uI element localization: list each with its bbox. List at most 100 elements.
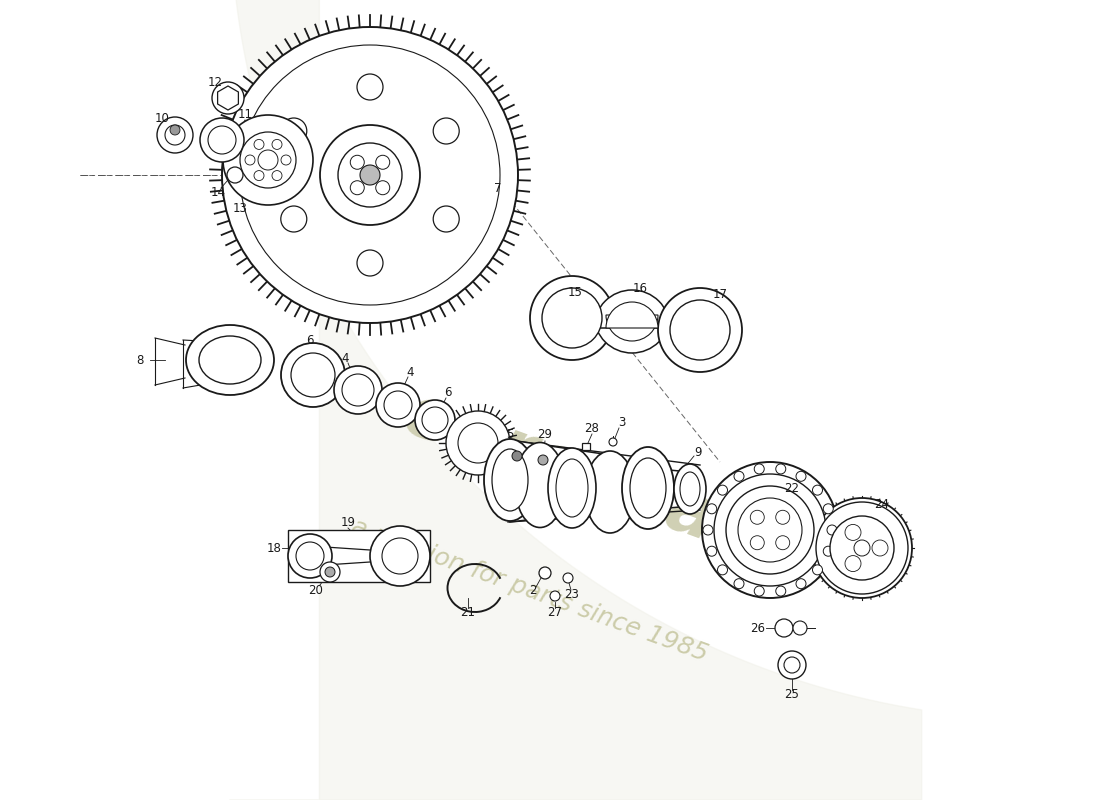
Circle shape xyxy=(714,474,826,586)
Text: 15: 15 xyxy=(568,286,582,298)
Circle shape xyxy=(360,165,379,185)
Text: 14: 14 xyxy=(210,186,225,198)
Circle shape xyxy=(813,565,823,575)
Circle shape xyxy=(376,181,389,194)
Text: 25: 25 xyxy=(784,689,800,702)
Circle shape xyxy=(170,125,180,135)
Circle shape xyxy=(342,374,374,406)
Circle shape xyxy=(296,542,324,570)
Circle shape xyxy=(717,485,727,495)
Circle shape xyxy=(812,498,912,598)
Circle shape xyxy=(816,502,908,594)
Circle shape xyxy=(726,486,814,574)
Circle shape xyxy=(550,591,560,601)
Ellipse shape xyxy=(548,448,596,528)
Polygon shape xyxy=(218,86,239,110)
Text: 24: 24 xyxy=(874,498,890,511)
Text: 29: 29 xyxy=(538,429,552,442)
Circle shape xyxy=(350,155,364,170)
Circle shape xyxy=(563,573,573,583)
Circle shape xyxy=(776,619,793,637)
Circle shape xyxy=(446,411,510,475)
Circle shape xyxy=(793,621,807,635)
Circle shape xyxy=(415,400,455,440)
Text: 6: 6 xyxy=(306,334,313,346)
Circle shape xyxy=(272,170,282,181)
Ellipse shape xyxy=(199,336,261,384)
Text: 13: 13 xyxy=(232,202,248,214)
Ellipse shape xyxy=(515,442,565,527)
Circle shape xyxy=(717,565,727,575)
Circle shape xyxy=(823,504,834,514)
Circle shape xyxy=(376,383,420,427)
Circle shape xyxy=(755,464,764,474)
Text: 22: 22 xyxy=(784,482,800,494)
Circle shape xyxy=(433,206,459,232)
Circle shape xyxy=(280,155,292,165)
Circle shape xyxy=(512,451,522,461)
Circle shape xyxy=(845,525,861,541)
Circle shape xyxy=(738,498,802,562)
Circle shape xyxy=(706,546,717,556)
Circle shape xyxy=(280,343,345,407)
Circle shape xyxy=(854,540,870,556)
Circle shape xyxy=(165,125,185,145)
Circle shape xyxy=(220,90,236,106)
Text: 26: 26 xyxy=(750,622,766,634)
Text: 7: 7 xyxy=(494,182,502,194)
Text: 16: 16 xyxy=(632,282,648,294)
Text: 2: 2 xyxy=(529,583,537,597)
Text: 17: 17 xyxy=(713,289,727,302)
Circle shape xyxy=(827,525,837,535)
Polygon shape xyxy=(648,468,690,510)
Circle shape xyxy=(280,206,307,232)
Text: 12: 12 xyxy=(208,75,222,89)
Circle shape xyxy=(280,118,307,144)
Circle shape xyxy=(433,118,459,144)
Circle shape xyxy=(320,562,340,582)
Text: 10: 10 xyxy=(155,111,169,125)
Circle shape xyxy=(776,510,790,524)
Circle shape xyxy=(370,526,430,586)
Text: 4: 4 xyxy=(406,366,414,378)
Circle shape xyxy=(227,167,243,183)
Circle shape xyxy=(539,567,551,579)
Circle shape xyxy=(530,276,614,360)
Wedge shape xyxy=(594,315,670,353)
Circle shape xyxy=(872,540,888,556)
Circle shape xyxy=(292,353,336,397)
Circle shape xyxy=(776,464,785,474)
Circle shape xyxy=(223,115,314,205)
Ellipse shape xyxy=(674,464,706,514)
Text: 8: 8 xyxy=(136,354,144,366)
Circle shape xyxy=(670,300,730,360)
Circle shape xyxy=(755,586,764,596)
Circle shape xyxy=(240,132,296,188)
Circle shape xyxy=(334,366,382,414)
Circle shape xyxy=(458,423,498,463)
Ellipse shape xyxy=(492,449,528,511)
Circle shape xyxy=(734,471,744,482)
Text: 3: 3 xyxy=(618,415,626,429)
Circle shape xyxy=(776,536,790,550)
Circle shape xyxy=(376,155,389,170)
Circle shape xyxy=(222,27,518,323)
Text: 20: 20 xyxy=(309,583,323,597)
Circle shape xyxy=(813,485,823,495)
Polygon shape xyxy=(288,530,430,582)
Circle shape xyxy=(320,125,420,225)
Circle shape xyxy=(350,181,364,194)
Text: 27: 27 xyxy=(548,606,562,618)
Text: 5: 5 xyxy=(506,429,514,442)
Circle shape xyxy=(208,126,236,154)
Circle shape xyxy=(254,139,264,150)
Circle shape xyxy=(288,534,332,578)
Polygon shape xyxy=(510,440,610,522)
Circle shape xyxy=(358,74,383,100)
Polygon shape xyxy=(310,546,400,566)
Text: eurospares: eurospares xyxy=(394,379,846,601)
Circle shape xyxy=(823,546,834,556)
Circle shape xyxy=(702,462,838,598)
Ellipse shape xyxy=(484,439,536,521)
Circle shape xyxy=(542,288,602,348)
